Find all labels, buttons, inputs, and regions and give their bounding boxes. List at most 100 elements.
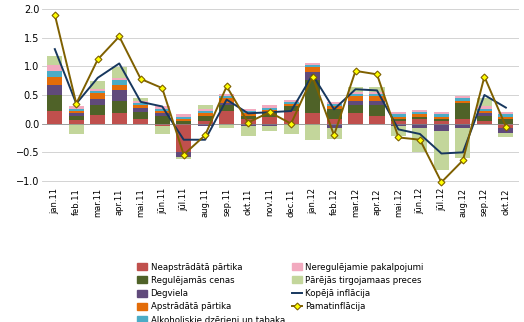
Bar	[198, 113, 213, 116]
Bar	[434, 119, 449, 121]
Bar	[326, 109, 342, 119]
Bar	[391, 117, 406, 119]
Bar	[369, 116, 385, 124]
Bar	[241, 119, 256, 124]
Bar	[241, 126, 256, 136]
Bar	[498, 133, 514, 137]
Bar	[47, 85, 62, 95]
Bar	[391, 124, 406, 126]
Bar	[283, 104, 299, 107]
Bar	[176, 124, 191, 152]
Bar	[326, 104, 342, 107]
Bar	[133, 99, 148, 101]
Bar	[133, 103, 148, 105]
Bar	[133, 119, 148, 124]
Bar	[455, 103, 471, 119]
Bar	[305, 80, 320, 113]
Bar	[369, 87, 385, 91]
Bar	[219, 103, 234, 105]
Bar	[391, 121, 406, 124]
Bar	[262, 110, 277, 112]
Bar	[498, 112, 514, 115]
Bar	[69, 116, 84, 120]
Bar	[369, 101, 385, 105]
Bar	[412, 124, 428, 128]
Bar	[348, 91, 363, 94]
Bar	[176, 152, 191, 157]
Bar	[47, 56, 62, 65]
Bar	[198, 116, 213, 121]
Bar	[348, 113, 363, 124]
Bar	[391, 112, 406, 115]
Bar	[69, 124, 84, 134]
Bar	[241, 109, 256, 111]
Bar	[455, 101, 471, 103]
Bar	[498, 115, 514, 117]
Bar	[219, 96, 234, 99]
Bar	[477, 109, 492, 111]
Bar	[412, 119, 428, 124]
Bar	[90, 99, 105, 105]
Bar	[498, 124, 514, 128]
Bar	[133, 112, 148, 119]
Bar	[90, 89, 105, 91]
Bar	[283, 111, 299, 124]
Bar	[47, 77, 62, 85]
Bar	[305, 124, 320, 140]
Bar	[391, 119, 406, 121]
Bar	[262, 108, 277, 110]
Bar	[69, 109, 84, 111]
Bar	[133, 108, 148, 112]
Bar	[47, 95, 62, 111]
Bar	[434, 112, 449, 115]
Bar	[477, 111, 492, 113]
Bar	[90, 115, 105, 124]
Bar	[412, 115, 428, 117]
Bar	[477, 113, 492, 116]
Bar	[262, 112, 277, 117]
Bar	[69, 107, 84, 109]
Bar	[133, 105, 148, 108]
Bar	[69, 113, 84, 116]
Bar	[241, 113, 256, 116]
Bar	[326, 107, 342, 109]
Bar	[455, 99, 471, 101]
Legend: Neapstrādātā pārtika, Regulējamās cenas, Degviela, Apstrādātā pārtika, Alkoholis: Neapstrādātā pārtika, Regulējamās cenas,…	[135, 261, 425, 322]
Bar	[90, 91, 105, 93]
Bar	[112, 78, 127, 80]
Bar	[326, 128, 342, 138]
Bar	[434, 124, 449, 130]
Bar	[455, 124, 471, 128]
Bar	[176, 157, 191, 159]
Bar	[241, 124, 256, 126]
Bar	[262, 117, 277, 124]
Bar	[283, 99, 299, 102]
Bar	[219, 105, 234, 111]
Bar	[112, 68, 127, 78]
Bar	[477, 99, 492, 107]
Bar	[262, 124, 277, 126]
Bar	[477, 107, 492, 109]
Bar	[155, 111, 170, 113]
Bar	[434, 115, 449, 117]
Bar	[198, 124, 213, 126]
Bar	[262, 105, 277, 108]
Bar	[477, 121, 492, 124]
Bar	[369, 96, 385, 101]
Bar	[348, 96, 363, 101]
Bar	[90, 80, 105, 89]
Bar	[283, 102, 299, 104]
Bar	[369, 91, 385, 94]
Bar	[198, 111, 213, 113]
Bar	[455, 128, 471, 158]
Bar	[434, 130, 449, 170]
Bar	[326, 102, 342, 104]
Bar	[477, 116, 492, 121]
Bar	[283, 124, 299, 134]
Bar	[90, 93, 105, 99]
Bar	[305, 65, 320, 68]
Bar	[412, 117, 428, 119]
Bar	[498, 117, 514, 119]
Bar	[305, 113, 320, 124]
Bar	[262, 126, 277, 130]
